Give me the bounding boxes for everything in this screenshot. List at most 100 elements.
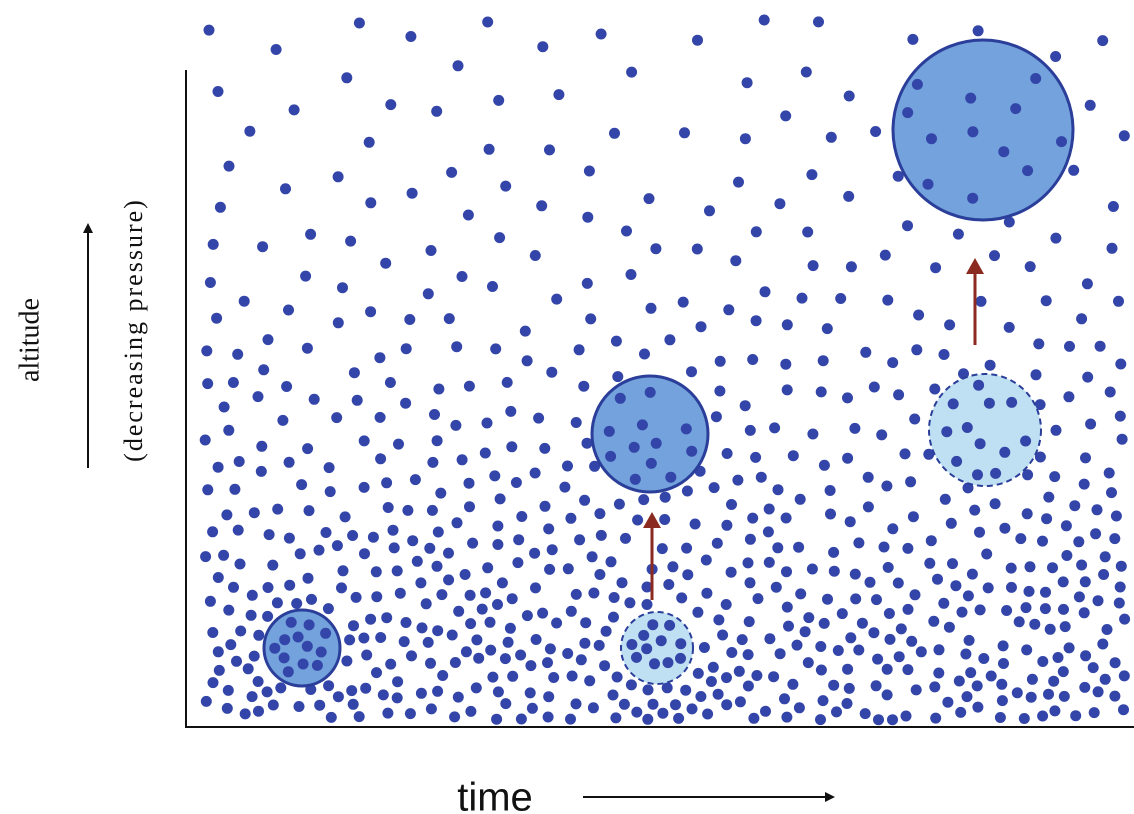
- molecule: [744, 424, 756, 436]
- molecule: [500, 180, 512, 192]
- molecule: [989, 250, 1000, 262]
- molecule: [351, 394, 363, 406]
- molecule: [849, 568, 861, 580]
- molecule: [255, 465, 267, 477]
- molecule: [431, 435, 443, 447]
- molecule: [641, 599, 653, 610]
- molecule: [1116, 433, 1128, 445]
- molecule: [213, 664, 225, 676]
- molecule: [1037, 656, 1049, 667]
- molecule: [1030, 369, 1042, 381]
- molecule: [686, 445, 698, 457]
- molecule: [911, 344, 923, 356]
- molecule: [873, 714, 884, 726]
- molecule: [806, 563, 818, 575]
- molecule: [842, 392, 853, 404]
- molecule: [543, 691, 555, 703]
- molecule: [398, 636, 410, 648]
- molecule: [768, 671, 780, 683]
- molecule: [913, 309, 925, 321]
- molecule: [647, 698, 659, 710]
- molecule: [739, 133, 751, 145]
- molecule: [710, 411, 722, 423]
- molecule: [1037, 535, 1048, 547]
- molecule: [856, 617, 868, 629]
- molecule: [513, 534, 525, 546]
- molecule: [870, 680, 882, 692]
- molecule: [726, 499, 737, 510]
- molecule: [723, 304, 735, 316]
- molecule: [297, 658, 309, 670]
- molecule: [747, 512, 759, 524]
- molecule: [815, 664, 827, 676]
- molecule: [521, 355, 533, 367]
- molecule: [605, 556, 617, 568]
- molecule: [242, 663, 254, 675]
- molecule: [892, 577, 904, 589]
- molecule: [899, 448, 911, 460]
- molecule: [347, 530, 359, 541]
- molecule: [443, 574, 455, 586]
- molecule: [391, 692, 403, 704]
- molecule: [849, 422, 861, 434]
- molecule: [203, 24, 215, 36]
- molecule: [1021, 644, 1033, 656]
- molecule: [267, 559, 279, 571]
- molecule: [1030, 73, 1042, 84]
- molecule: [734, 696, 746, 708]
- molecule: [985, 670, 997, 682]
- molecule: [324, 486, 336, 498]
- air-parcels: [262, 38, 1075, 688]
- molecule: [415, 577, 427, 589]
- molecule: [382, 502, 394, 513]
- molecule: [200, 695, 212, 707]
- molecule: [320, 527, 332, 538]
- molecule: [1091, 504, 1103, 516]
- molecule: [283, 304, 294, 316]
- molecule: [835, 293, 847, 304]
- molecule: [374, 352, 386, 364]
- molecule: [1097, 638, 1109, 650]
- molecule: [487, 671, 499, 683]
- molecule: [664, 619, 676, 631]
- molecule: [1113, 597, 1125, 609]
- molecule: [922, 178, 934, 190]
- molecule: [375, 453, 387, 465]
- molecule: [581, 437, 593, 449]
- molecule: [470, 682, 482, 694]
- molecule: [682, 569, 694, 581]
- molecule: [204, 277, 216, 288]
- molecule: [714, 355, 726, 367]
- molecule: [323, 680, 335, 692]
- molecule: [451, 517, 463, 529]
- molecule: [626, 66, 638, 78]
- molecule: [359, 548, 370, 560]
- molecule: [463, 477, 475, 489]
- molecule: [802, 226, 814, 238]
- molecule: [562, 460, 573, 472]
- molecule: [733, 176, 744, 188]
- molecule: [661, 682, 673, 694]
- molecule: [692, 606, 704, 618]
- molecule: [707, 661, 719, 673]
- molecule: [371, 667, 382, 679]
- molecule: [649, 658, 660, 670]
- molecule: [609, 127, 620, 139]
- molecule: [599, 660, 611, 672]
- molecule: [232, 524, 244, 536]
- molecule: [881, 689, 893, 701]
- molecule: [616, 577, 628, 589]
- molecule: [490, 343, 502, 355]
- molecule: [345, 235, 357, 247]
- molecule: [416, 622, 428, 634]
- molecule: [905, 476, 917, 488]
- molecule: [222, 684, 234, 696]
- molecule: [676, 592, 688, 604]
- molecule: [853, 537, 865, 549]
- molecule: [831, 706, 842, 718]
- molecule: [780, 110, 792, 122]
- molecule: [714, 385, 726, 397]
- molecule: [277, 414, 289, 426]
- molecule: [337, 282, 348, 294]
- molecule: [339, 511, 351, 523]
